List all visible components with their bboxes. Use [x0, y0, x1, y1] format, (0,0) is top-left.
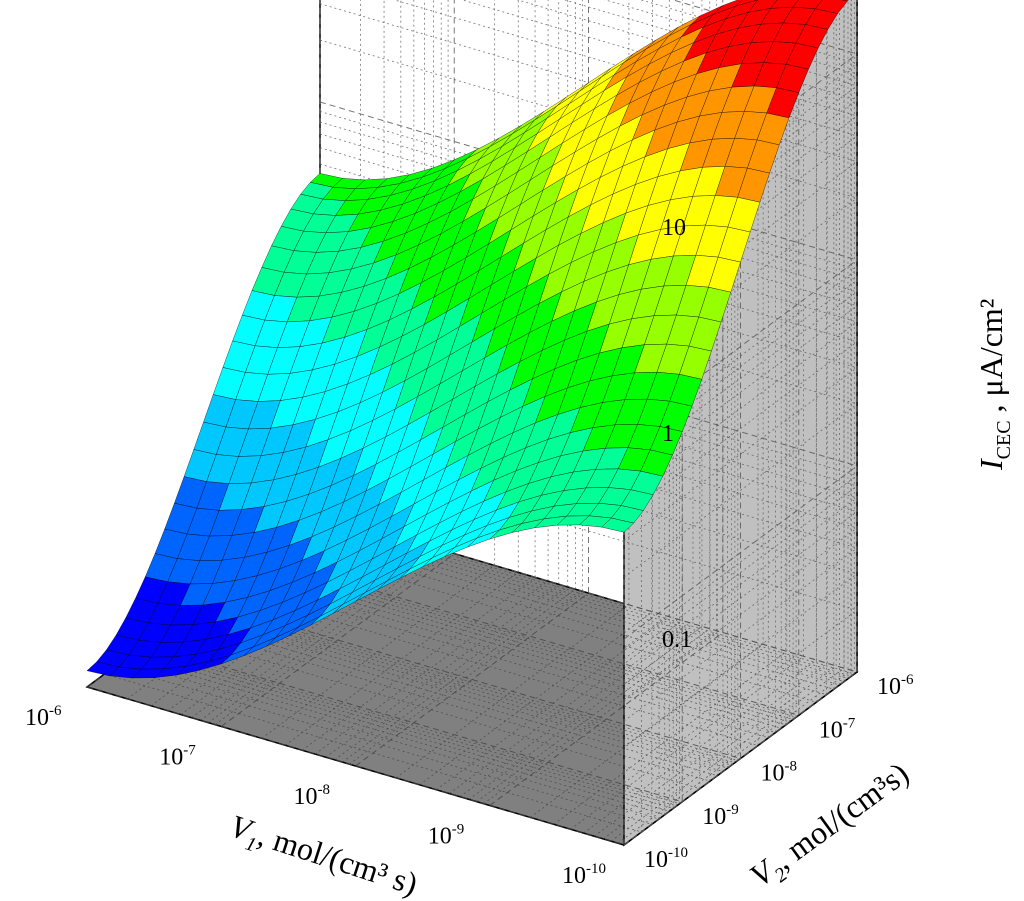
y-tick-label: 10-6 [877, 672, 914, 700]
y-tick-label: 10-10 [644, 845, 688, 873]
x-tick-label: 10-8 [294, 782, 331, 810]
z-axis-title: ICEC , μA/cm² [973, 299, 1015, 471]
x-axis-title: V1, mol/(cm³ s) [224, 807, 422, 901]
x-tick-label: 10-10 [562, 861, 606, 889]
tick-labels: 10-6 10-7 10-8 10-9 10-10 10-6 10-7 10-8 10-9 10-… [25, 215, 914, 889]
x-tick-label: 10-6 [25, 703, 62, 731]
x-tick-label: 10-7 [159, 743, 196, 771]
surface-patch [86, 661, 120, 677]
z-tick-label: 1 [662, 421, 674, 447]
y-tick-label: 10-7 [819, 715, 856, 743]
surface [86, 0, 849, 679]
y-tick-label: 10-8 [761, 759, 798, 787]
z-tick-label: 0.1 [662, 627, 692, 653]
x-tick-label: 10-9 [428, 822, 465, 850]
z-tick-label: 10 [662, 215, 686, 241]
y-tick-label: 10-9 [702, 802, 739, 830]
